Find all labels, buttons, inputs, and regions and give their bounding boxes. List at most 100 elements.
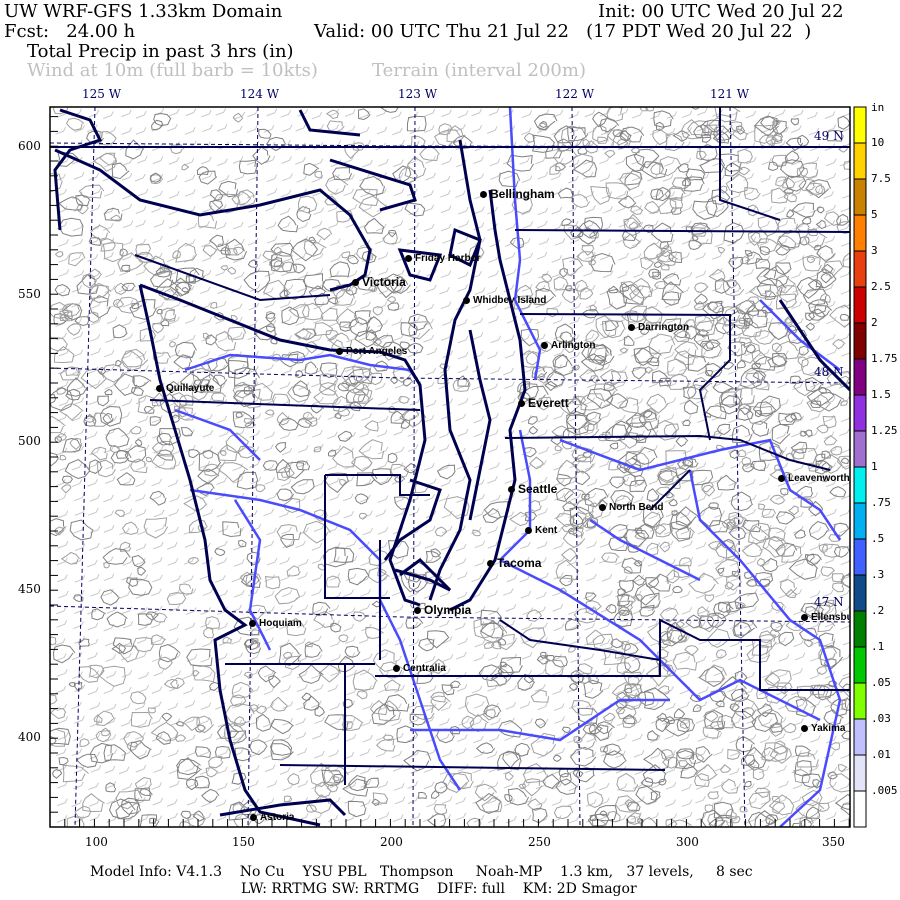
wind-barb [744,783,755,791]
terrain-contour [678,760,688,768]
terrain-contour [317,563,326,571]
terrain-contour [599,117,620,133]
terrain-contour [592,124,609,143]
wind-barb [104,189,115,197]
terrain-contour [325,329,340,341]
wind-barb [696,395,707,404]
terrain-contour [181,163,190,171]
wind-barb [440,479,452,487]
wind-barb [392,127,403,136]
wind-barb [408,508,420,516]
terrain-contour [287,773,300,786]
terrain-contour [624,655,641,674]
wind-barb [154,524,166,532]
terrain-contour [348,316,370,337]
county-borders [50,107,850,785]
wind-barb [442,350,454,359]
terrain-contour [546,370,566,388]
terrain-contour [59,309,73,322]
wind-barb [312,396,324,405]
wind-barb [298,812,309,821]
wind-barb [504,350,516,359]
wind-barb [87,622,99,631]
wind-barb [265,203,276,212]
terrain-contour [731,697,759,720]
terrain-contour [726,521,737,531]
wind-barb [632,382,644,390]
terrain-contour [357,393,371,405]
wind-barb [183,157,195,166]
terrain-contour [380,107,399,113]
terrain-contour [780,487,789,496]
terrain-contour [676,506,699,528]
wind-barb [407,796,419,804]
wind-barb [842,176,850,181]
terrain-contour [650,790,661,801]
terrain-contour [699,157,726,174]
wind-barb [487,383,498,392]
terrain-contour [58,196,84,211]
wind-barb [56,447,68,456]
wind-barb [295,540,306,549]
terrain-contour [258,128,272,139]
wind-barb [439,733,450,742]
wind-barb [71,799,82,808]
wind-barb [599,238,611,247]
terrain-contour [675,435,689,448]
wind-barb [440,270,452,279]
terrain-contour [347,567,370,586]
wind-barb [647,558,659,567]
terrain-contour [754,330,776,345]
terrain-contour [751,349,768,365]
wind-barb [150,701,162,710]
terrain-contour [368,549,391,567]
terrain-contour [102,548,131,565]
wind-barb [457,271,469,280]
terrain-contour [365,777,380,789]
terrain-contour [555,487,576,502]
wind-barb [201,396,213,405]
wind-barb [777,254,788,263]
wind-barb [264,606,275,614]
wind-barb [586,126,598,135]
terrain-contour [372,792,389,805]
terrain-contour [218,180,238,198]
terrain-contour [130,711,153,728]
wind-barb [585,462,596,471]
terrain-contour [639,107,649,112]
x-tick-label: 350 [822,835,845,849]
wind-barb [519,334,531,342]
wind-barb [679,364,690,372]
terrain-contour [303,695,320,711]
wind-barb [519,157,530,165]
terrain-contour [768,794,795,816]
terrain-contour [583,679,604,699]
wind-barb [680,220,692,229]
terrain-contour [590,252,616,273]
terrain-contour [332,775,340,782]
wind-barb [630,364,642,373]
wind-barb [216,653,228,661]
wind-barb [792,477,803,486]
terrain-contour [573,735,583,744]
terrain-contour [620,640,632,652]
wind-barb [234,428,245,437]
wind-barb [120,463,131,472]
wind-barb [409,332,421,341]
terrain-contour [634,532,646,540]
terrain-contour [65,388,81,401]
terrain-contour [275,442,287,453]
wind-barb [377,495,389,503]
wind-barb [409,412,420,420]
wind-barb [234,238,245,247]
wind-barb [487,206,498,215]
terrain-contour [232,389,256,408]
wind-barb [631,110,643,119]
terrain-contour [66,117,85,131]
terrain-contour [277,215,299,233]
wind-barb [122,238,133,246]
terrain-contour [562,500,577,512]
terrain-contour [723,222,745,244]
terrain-contour [336,210,354,223]
terrain-contour [202,627,215,639]
